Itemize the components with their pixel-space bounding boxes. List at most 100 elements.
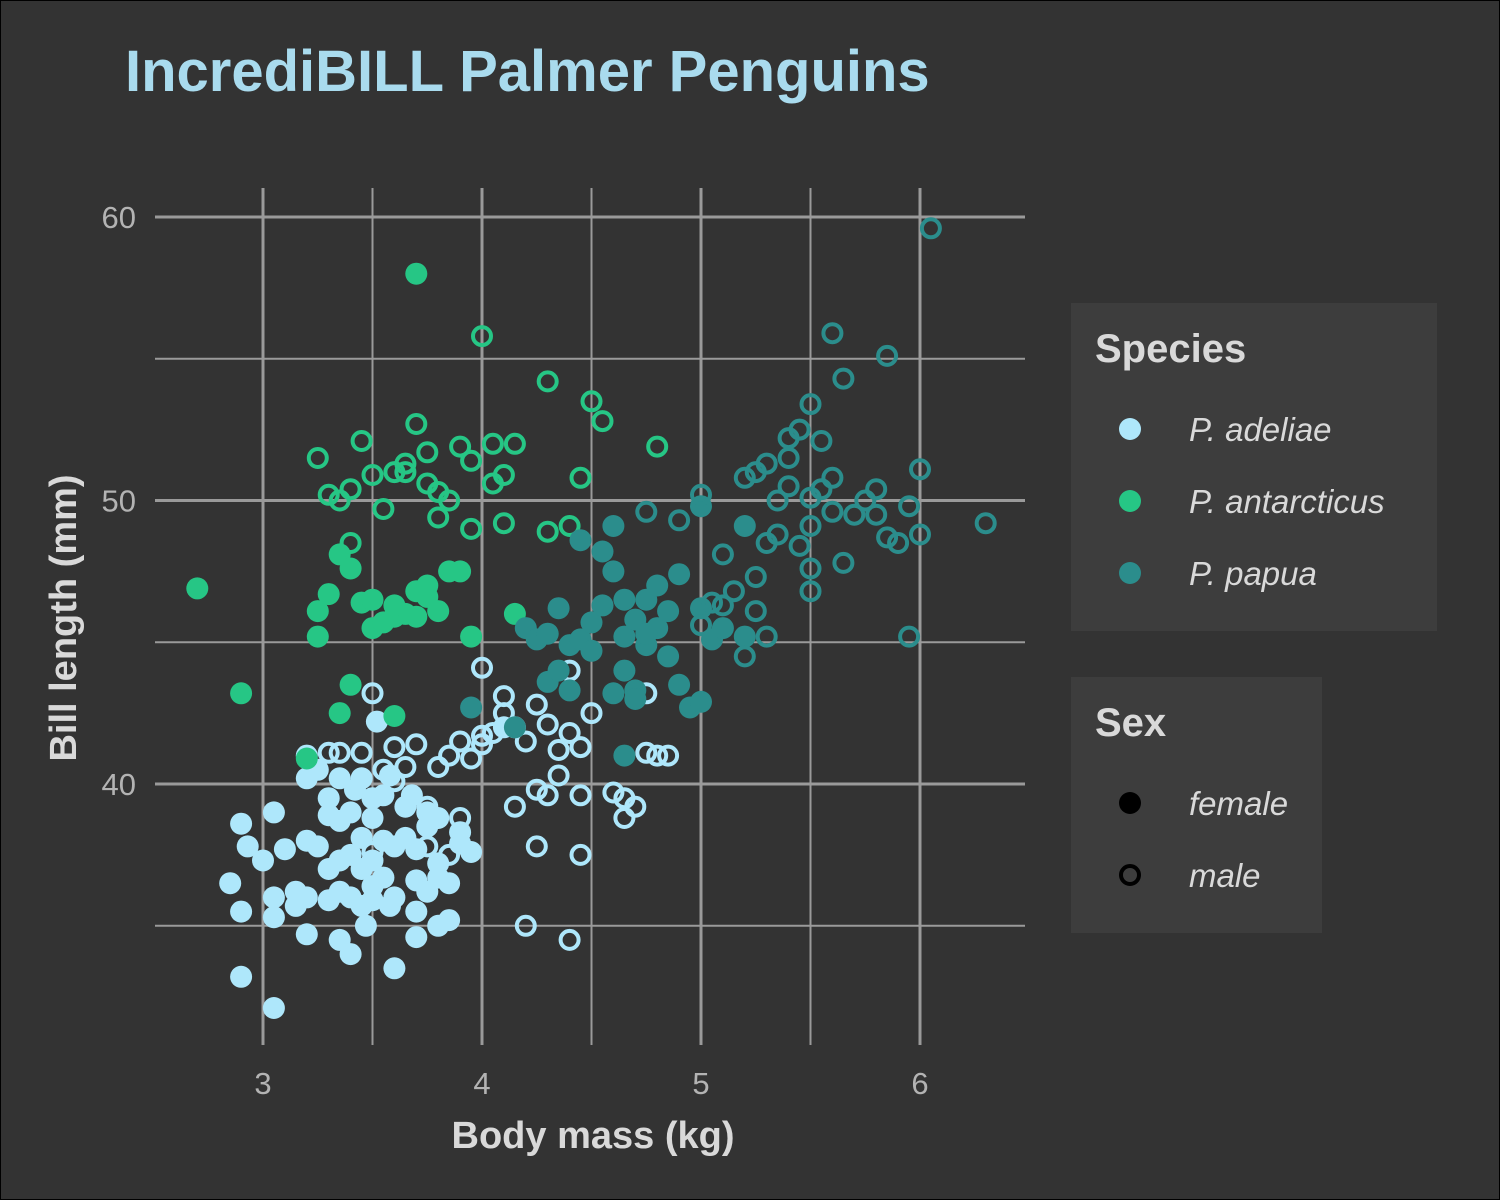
data-point xyxy=(317,583,340,606)
data-point xyxy=(394,452,417,475)
x-axis-label: Body mass (kg) xyxy=(452,1115,735,1157)
data-point xyxy=(503,716,526,739)
data-point xyxy=(427,600,450,623)
data-point xyxy=(471,656,493,679)
data-point xyxy=(405,900,428,923)
data-point xyxy=(365,710,388,733)
data-point xyxy=(832,367,855,390)
data-point xyxy=(383,957,406,980)
data-point xyxy=(810,430,833,452)
data-point xyxy=(788,418,811,441)
data-point xyxy=(536,622,559,645)
y-tick-label: 40 xyxy=(102,767,136,802)
data-point xyxy=(558,515,581,537)
data-point xyxy=(898,625,921,648)
data-point xyxy=(449,560,472,583)
data-point xyxy=(536,370,559,393)
data-point xyxy=(306,625,329,648)
data-point xyxy=(733,645,756,668)
data-point xyxy=(558,722,581,744)
data-point xyxy=(569,784,592,807)
data-point xyxy=(514,914,537,937)
data-point xyxy=(460,625,483,648)
data-point xyxy=(400,784,423,807)
data-point xyxy=(602,781,625,804)
y-tick-label: 50 xyxy=(102,484,136,519)
species-legend-title: Species xyxy=(1095,327,1247,371)
data-point xyxy=(569,843,592,866)
data-point xyxy=(438,909,461,932)
legend-label-antarcticus: P. antarcticus xyxy=(1189,483,1385,520)
data-point xyxy=(383,736,406,759)
data-point xyxy=(613,625,636,648)
data-point xyxy=(416,835,439,858)
data-point xyxy=(262,906,285,929)
data-point xyxy=(350,430,373,452)
sex-legend-title: Sex xyxy=(1095,701,1167,745)
data-point xyxy=(821,500,844,523)
data-point xyxy=(306,600,329,623)
data-point xyxy=(799,557,822,580)
data-point xyxy=(624,795,647,818)
data-point xyxy=(558,679,581,702)
data-point xyxy=(602,560,625,583)
data-point xyxy=(690,614,712,637)
data-point xyxy=(733,515,756,537)
legend-label-male: male xyxy=(1189,857,1261,894)
data-point xyxy=(361,588,384,611)
data-point xyxy=(492,702,515,725)
data-point xyxy=(613,588,636,611)
data-point xyxy=(427,807,450,829)
data-point xyxy=(361,841,384,863)
y-tick-label: 60 xyxy=(102,200,136,235)
data-point xyxy=(810,478,833,501)
legend-key-adeliae xyxy=(1119,418,1141,440)
data-point xyxy=(744,600,767,623)
data-point xyxy=(624,688,647,710)
data-point xyxy=(219,872,242,895)
x-tick-label: 4 xyxy=(473,1066,490,1101)
data-point xyxy=(876,344,899,367)
data-point xyxy=(405,605,428,628)
data-point xyxy=(646,744,669,767)
data-point xyxy=(919,217,942,240)
data-point xyxy=(569,466,592,489)
data-point xyxy=(438,744,461,767)
data-point xyxy=(580,611,603,634)
data-point xyxy=(339,943,362,966)
data-point xyxy=(339,801,362,824)
data-point xyxy=(777,447,800,469)
data-point xyxy=(788,534,811,557)
data-point xyxy=(547,659,570,682)
data-point xyxy=(230,900,253,923)
data-point xyxy=(449,435,472,458)
data-point xyxy=(339,478,362,501)
data-point xyxy=(295,923,318,946)
sex-legend: Sex female male xyxy=(1071,677,1322,933)
data-point xyxy=(449,807,472,829)
data-point xyxy=(460,449,483,472)
legend-key-female xyxy=(1119,792,1141,814)
data-point xyxy=(974,512,997,535)
data-point xyxy=(503,432,526,455)
data-point xyxy=(701,591,723,614)
data-point xyxy=(481,432,504,455)
data-point xyxy=(361,682,384,705)
tick-labels: 3 4 5 6 40 50 60 xyxy=(102,200,929,1101)
data-point xyxy=(372,866,395,889)
data-point xyxy=(394,756,417,778)
data-point xyxy=(821,322,844,345)
data-point xyxy=(832,551,855,574)
data-point xyxy=(262,886,285,909)
data-point xyxy=(668,673,691,696)
data-point xyxy=(591,594,614,617)
data-point xyxy=(569,736,592,759)
data-point xyxy=(416,441,439,464)
data-point xyxy=(755,625,778,648)
data-point xyxy=(733,625,756,648)
data-point xyxy=(799,580,822,603)
data-point xyxy=(580,639,603,662)
data-point xyxy=(591,410,614,433)
chart-title: IncrediBILL Palmer Penguins xyxy=(125,39,930,104)
